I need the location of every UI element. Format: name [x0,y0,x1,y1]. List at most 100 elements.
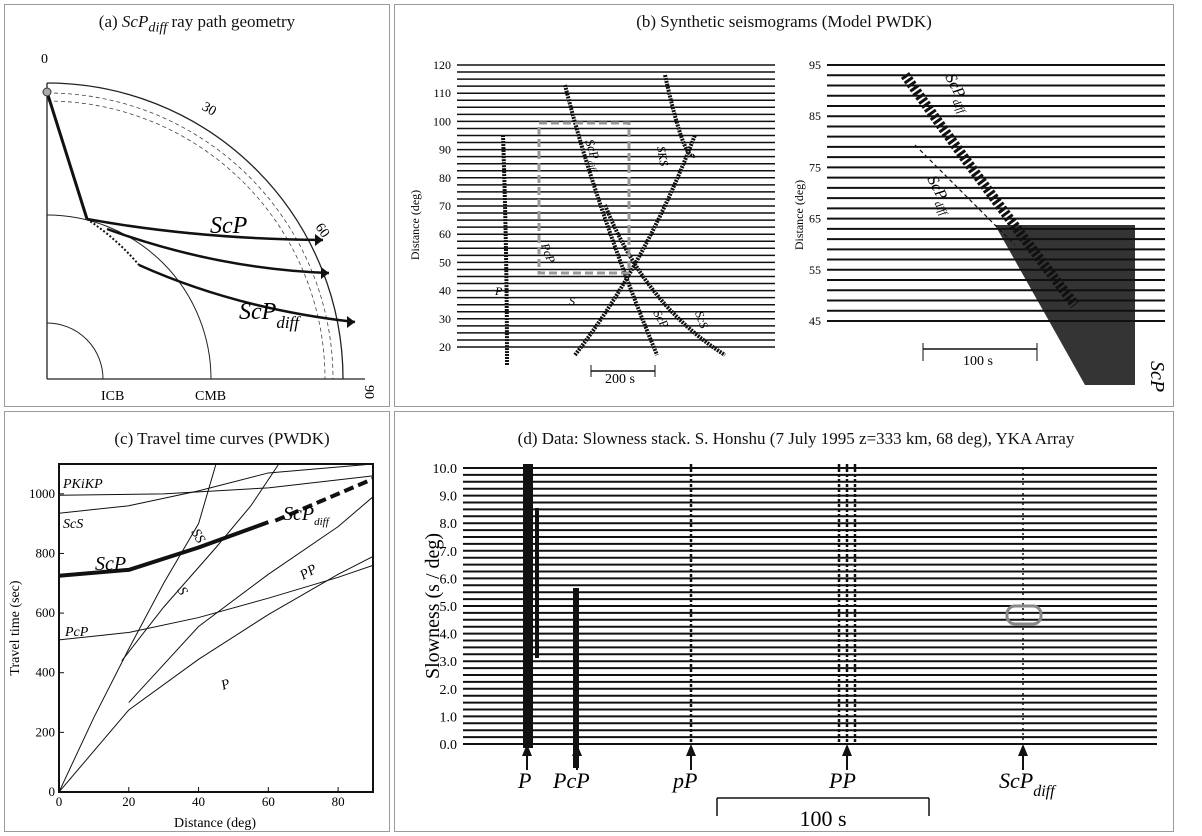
arrival-label-scpdiff: ScPdiff [999,768,1057,800]
arrival-arrows [522,744,1028,770]
chart-curves [59,464,373,792]
scpdiff-highlight [1005,604,1043,626]
y-tick-label: 400 [36,665,56,680]
y-tick-label: 0 [49,784,56,799]
x-tick-label: 20 [122,794,135,809]
right-label-scp: ScP [1146,361,1168,392]
scp-ray-2 [106,227,330,275]
panel-b-title: (b) Synthetic seismograms (Model PWDK) [636,12,932,31]
arrival-label-p: P [517,768,531,793]
curve-pcp [59,564,373,641]
slowness-tick-label: 9.0 [440,490,458,505]
p-coda-energy [535,508,539,658]
slowness-tick-label: 10.0 [433,462,458,477]
arrival-arrow-head [522,744,532,756]
label-scp: ScP [95,553,126,575]
label-s: S [174,585,190,599]
label-pp: PP [297,562,321,584]
panel-d-slowness-stack: (d) Data: Slowness stack. S. Honshu (7 J… [394,411,1174,832]
left-yticks: 20 30 40 50 60 70 80 90 100 110 120 [433,58,451,354]
arrival-label-pp: PP [828,768,856,793]
slowness-tick-label: 5.0 [440,600,458,615]
phase-label-scpdiff: ScPdiff [579,137,607,175]
x-tick-label: 80 [332,794,345,809]
curve-scp [59,520,270,578]
synthetic-seismograms: Distance (deg) 20 30 40 50 60 70 80 90 100 110 120… [408,58,1168,392]
left-tick-label: 20 [439,340,451,354]
curve-pkikp [59,475,373,496]
surface-arc [46,82,344,380]
phase-label-p: P [494,284,503,298]
label-pcp: PcP [64,625,89,640]
chart-ylabel: Travel time (sec) [8,580,23,675]
left-tick-label: 120 [433,58,451,72]
left-tick-label: 80 [439,171,451,185]
left-tick-label: 70 [439,199,451,213]
icb-label: ICB [101,389,124,404]
panel-a-title: (a) ScPdiff ray path geometry [98,12,296,36]
station-marker-2 [321,267,329,279]
curve-pp [128,496,373,703]
cmb-label: CMB [195,389,226,404]
panel-d-title: (d) Data: Slowness stack. S. Honshu (7 J… [517,429,1075,448]
slowness-stack-plot: 0.0 1.0 2.0 3.0 4.0 5.0 6.0 7.0 8.0 9.0 10.0 Slown… [422,462,1157,831]
right-tick-label: 85 [809,109,821,123]
right-tick-label: 65 [809,212,821,226]
arrival-arrow-head [1018,744,1028,756]
left-scale-label: 200 s [605,372,635,387]
panel-a-ray-geometry: (a) ScPdiff ray path geometry 0 30 60 90… [4,4,390,407]
phase-label-sks: SKS [654,145,671,167]
tick-label-0: 0 [41,52,48,67]
slowness-tick-label: 3.0 [440,655,458,670]
phase-label-pcp: PcP [538,240,559,265]
slowness-tick-label: 1.0 [440,710,458,725]
x-tick-label: 0 [56,794,63,809]
right-tick-label: 45 [809,314,821,328]
left-tick-label: 100 [433,114,451,128]
curve-p [59,555,373,792]
tick-label-60: 60 [312,221,332,241]
chart-frame [58,463,374,793]
panel-b-synthetics: (b) Synthetic seismograms (Model PWDK) D… [394,4,1174,407]
panel-c-title: (c) Travel time curves (PWDK) [114,429,330,448]
left-ylabel: Distance (deg) [408,190,422,260]
label-scs: ScS [63,517,83,532]
right-scale-label: 100 s [963,354,993,369]
cmb-arc [46,214,212,380]
label-ss: SS [188,527,208,547]
slowness-ylabel: Slowness (s / deg) [422,533,444,679]
y-tick-label: 1000 [29,486,55,501]
scp-energy [995,225,1135,385]
right-trace-group [827,64,1165,385]
chart-xlabel: Distance (deg) [174,816,256,831]
right-tick-label: 55 [809,263,821,277]
right-ylabel: Distance (deg) [792,180,806,250]
upper-mantle-arc-1 [46,92,334,380]
right-label-scpdiff-1: ScPdiff [938,71,976,117]
station-marker-1 [315,234,323,246]
y-tick-label: 200 [36,724,56,739]
arrival-arrow-head [572,744,582,756]
phase-moveout [603,204,727,357]
phase-moveout [501,134,509,366]
slowness-tick-label: 2.0 [440,683,458,698]
label-scpdiff: ScPdiff [283,503,331,528]
x-tick-label: 40 [192,794,205,809]
arrival-arrow-head [686,744,696,756]
slowness-tick-label: 4.0 [440,628,458,643]
left-trace-group [457,64,775,366]
pcp-arrival-energy [573,588,579,768]
source-marker [42,87,52,97]
right-tick-label: 95 [809,58,821,72]
scp-ray [86,217,324,242]
theoretical-curve [914,144,1016,246]
y-tick-label: 800 [36,545,56,560]
phase-moveout [573,134,697,357]
left-tick-label: 90 [439,143,451,157]
ray-geometry-plot: 0 30 60 90 ScP ScPdiff ICB CMB [41,52,376,404]
tick-label-90: 90 [361,385,376,399]
slowness-yticks: 0.0 1.0 2.0 3.0 4.0 5.0 6.0 7.0 8.0 9.0 10.0 [433,462,458,753]
left-tick-label: 30 [439,312,451,326]
